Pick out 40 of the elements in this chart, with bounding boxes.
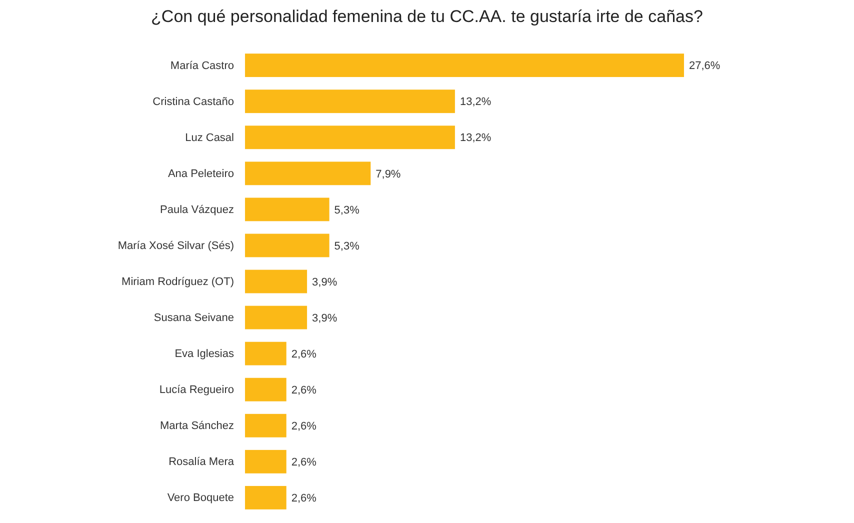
y-tick-label: Cristina Castaño [152,96,234,108]
bar [245,486,286,510]
y-tick-label: María Castro [170,60,234,72]
data-label: 5,3% [334,240,360,252]
data-label: 2,6% [291,348,317,360]
y-tick-label: Paula Vázquez [160,204,234,216]
bar [245,162,371,186]
data-label: 2,6% [291,492,317,505]
data-label: 2,6% [291,384,317,396]
bar [245,90,455,114]
bar [245,234,330,258]
data-label: 3,9% [312,312,338,324]
data-label: 7,9% [376,168,401,180]
y-tick-label: Ana Peleteiro [168,168,234,180]
data-label: 2,6% [291,420,317,432]
data-label: 27,6% [689,60,720,72]
bar [245,342,286,366]
data-label: 3,9% [312,276,338,288]
bar [245,414,286,438]
bar [245,198,330,222]
y-tick-label: Marta Sánchez [160,420,234,432]
y-tick-label: Miriam Rodríguez (OT) [122,276,234,288]
y-tick-label: María Xosé Silvar (Sés) [118,240,234,252]
y-tick-label: Susana Seivane [154,312,234,324]
y-tick-label: Luz Casal [185,132,234,144]
y-tick-label: Lucía Regueiro [159,384,234,396]
data-label: 13,2% [460,132,492,144]
bar [245,270,308,294]
bar [245,306,308,330]
chart-title: ¿Con qué personalidad femenina de tu CC.AA. te gustaría irte de cañas? [151,7,703,26]
bar [245,450,286,474]
data-label: 2,6% [291,456,317,469]
data-label: 13,2% [460,96,492,108]
bar [245,54,684,78]
y-tick-label: Vero Boquete [167,492,234,504]
bar [245,126,455,150]
y-tick-label: Rosalía Mera [168,456,235,468]
bar [245,378,286,402]
y-tick-label: Eva Iglesias [174,348,234,360]
data-label: 5,3% [334,204,360,216]
